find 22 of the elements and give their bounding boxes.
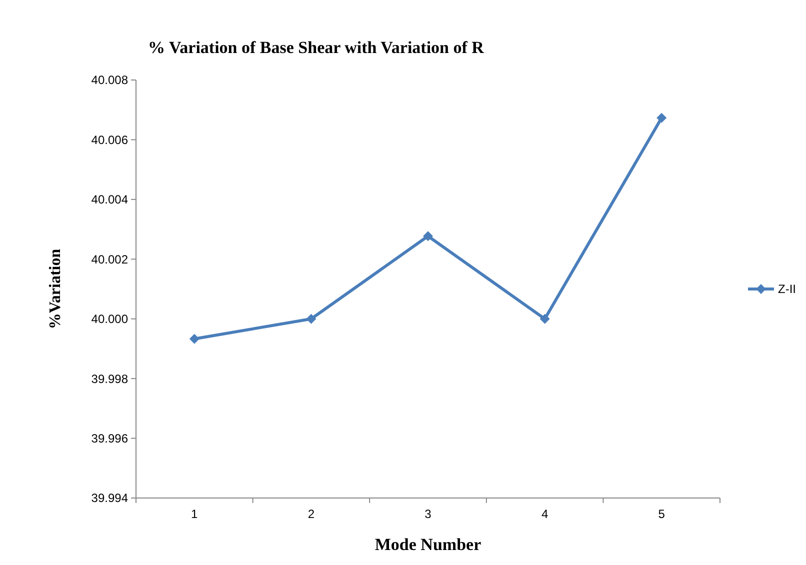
- point: [540, 314, 550, 324]
- y-tick-label: 40.004: [91, 192, 128, 207]
- y-tick-label: 40.002: [91, 252, 128, 266]
- y-tick-label: 39.998: [91, 372, 128, 386]
- point: [423, 231, 433, 242]
- point: [656, 112, 667, 123]
- point: [306, 314, 316, 324]
- x-tick-label: 1: [191, 507, 198, 521]
- x-tick-label: 3: [424, 507, 432, 521]
- x-tick-label: 4: [541, 507, 548, 521]
- chart-title: % Variation of Base Shear with Variation of R: [148, 38, 485, 57]
- y-tick-label: 40.008: [91, 73, 128, 88]
- x-axis-title: Mode Number: [374, 535, 482, 554]
- point: [189, 334, 200, 344]
- x-tick-label: 2: [308, 507, 315, 521]
- y-axis-title: %Variation: [47, 248, 64, 330]
- y-tick-label: 39.996: [91, 431, 128, 446]
- y-tick-label: 40.006: [91, 132, 128, 147]
- y-tick-label: 39.994: [91, 491, 128, 506]
- x-tick-label: 5: [658, 507, 666, 521]
- legend-label: Z-II: [778, 282, 796, 296]
- y-tick-label: 40.000: [91, 312, 128, 326]
